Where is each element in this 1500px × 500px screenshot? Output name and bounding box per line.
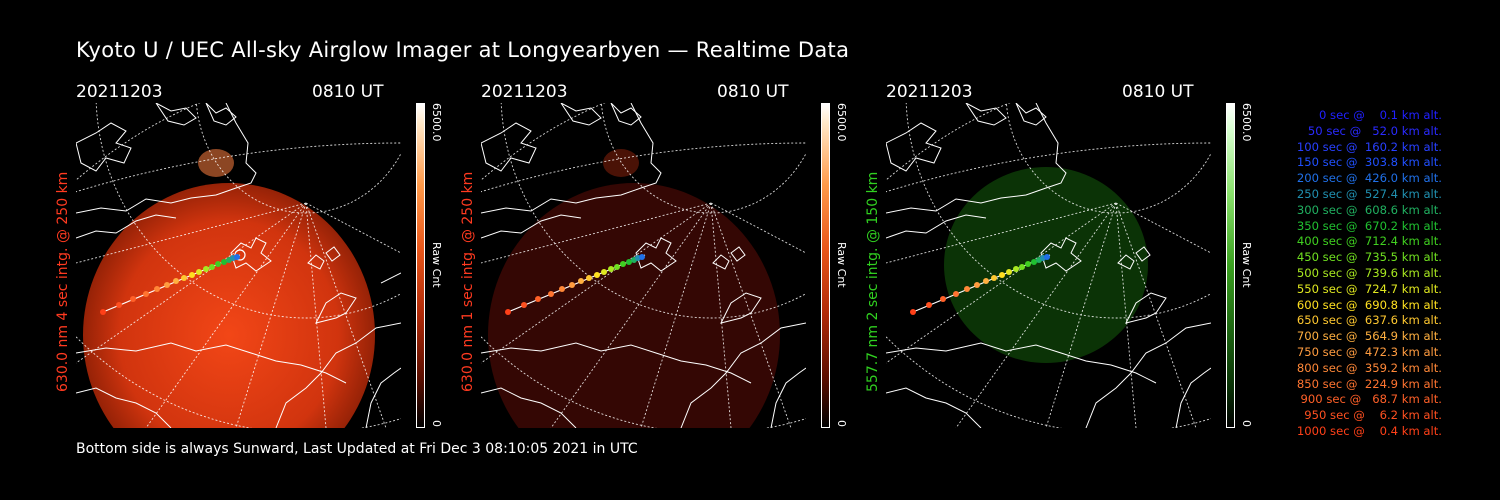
legend-row: 550 sec @ 724.7 km alt. (1296, 281, 1442, 296)
legend-row: 950 sec @ 6.2 km alt. (1304, 408, 1442, 423)
legend-row: 150 sec @ 303.8 km alt. (1296, 155, 1442, 170)
panel-3-colorbar-unit: Raw Cnt (1240, 242, 1253, 288)
legend-row: 800 sec @ 359.2 km alt. (1296, 360, 1442, 375)
legend-row: 300 sec @ 608.6 km alt. (1296, 202, 1442, 217)
legend-row: 0 sec @ 0.1 km alt. (1318, 108, 1442, 122)
panel-2-satellite-track (505, 254, 646, 315)
panel-2-airglow (488, 183, 780, 428)
panel-3-colorbar (1226, 103, 1235, 428)
panel-1-colorbar-min: 0 (430, 420, 443, 427)
legend-row: 450 sec @ 735.5 km alt. (1296, 250, 1442, 265)
legend-row: 700 sec @ 564.9 km alt. (1296, 329, 1442, 344)
legend-row: 900 sec @ 68.7 km alt. (1300, 392, 1442, 407)
panel-2-colorbar-max: 6500.0 (835, 103, 848, 142)
panel-1-time: 0810 UT (312, 82, 384, 102)
panel-3-time: 0810 UT (1122, 82, 1194, 102)
panel-2-date: 20211203 (481, 82, 568, 102)
panel-2-colorbar-min: 0 (835, 420, 848, 427)
panel-1-colorbar (416, 103, 425, 428)
legend-row: 350 sec @ 670.2 km alt. (1296, 218, 1442, 233)
panel-1-colorbar-unit: Raw Cnt (430, 242, 443, 288)
panel-3-map (886, 103, 1211, 428)
legend-row: 100 sec @ 160.2 km alt. (1296, 139, 1442, 154)
panel-1-satellite-track (100, 249, 246, 315)
panel-3-side-label: 557.7 nm 2 sec intg. @ 150 km (865, 171, 881, 392)
legend-row: 50 sec @ 52.0 km alt. (1307, 123, 1442, 138)
panel-3-satellite-track (910, 254, 1051, 315)
legend-row: 500 sec @ 739.6 km alt. (1296, 265, 1442, 280)
legend-row: 200 sec @ 426.0 km alt. (1296, 171, 1442, 186)
panel-3-colorbar-min: 0 (1240, 420, 1253, 427)
panel-2-time: 0810 UT (717, 82, 789, 102)
panel-1-map (76, 103, 401, 428)
legend-row: 650 sec @ 637.6 km alt. (1296, 313, 1442, 328)
panel-1-side-label: 630.0 nm 4 sec intg. @ 250 km (55, 171, 71, 392)
legend-row: 850 sec @ 224.9 km alt. (1296, 376, 1442, 391)
legend-row: 1000 sec @ 0.4 km alt. (1296, 423, 1442, 438)
panel-2-side-label: 630.0 nm 1 sec intg. @ 250 km (460, 171, 476, 392)
panel-2-map (481, 103, 806, 428)
altitude-legend: 0 sec @ 0.1 km alt. 50 sec @ 52.0 km alt.… (1262, 108, 1442, 440)
panel-3-image (886, 103, 1211, 428)
panel-2-colorbar (821, 103, 830, 428)
panel-1-image (76, 103, 401, 428)
page-title: Kyoto U / UEC All-sky Airglow Imager at … (76, 38, 850, 62)
panel-1-airglow (83, 183, 375, 428)
panel-3-colorbar-max: 6500.0 (1240, 103, 1253, 142)
legend-row: 750 sec @ 472.3 km alt. (1296, 344, 1442, 359)
panel-2-image (481, 103, 806, 428)
legend-row: 400 sec @ 712.4 km alt. (1296, 234, 1442, 249)
panel-3-date: 20211203 (886, 82, 973, 102)
panel-3-airglow (944, 167, 1148, 363)
footer-note: Bottom side is always Sunward, Last Upda… (76, 441, 638, 457)
legend-row: 250 sec @ 527.4 km alt. (1296, 186, 1442, 201)
panel-1-date: 20211203 (76, 82, 163, 102)
panel-2-colorbar-unit: Raw Cnt (835, 242, 848, 288)
panel-1-colorbar-max: 6500.0 (430, 103, 443, 142)
legend-row: 600 sec @ 690.8 km alt. (1296, 297, 1442, 312)
